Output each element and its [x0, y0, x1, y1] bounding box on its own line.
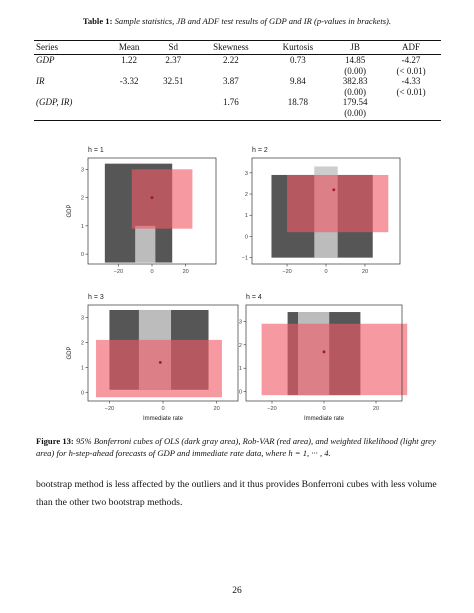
- kurtosis-cell: 18.78: [287, 97, 308, 107]
- mean-cell: -3.32: [119, 76, 139, 86]
- sd-cell: 32.51: [163, 76, 184, 86]
- table-row: IR -3.32 32.51 3.87 9.84 382.83 -4.33: [34, 76, 441, 87]
- y-tick-label: 0: [81, 252, 84, 258]
- chart-panel: h = 1 −20 0 20 0 1 2 3 GDP: [67, 147, 217, 275]
- page-number: 26: [232, 586, 242, 596]
- figure-caption-label: Figure 13:: [36, 436, 74, 446]
- series-cell: IR: [36, 76, 45, 86]
- y-tick-label: 2: [81, 196, 84, 202]
- y-tick-label: 0: [239, 390, 242, 396]
- table-caption-text: Sample statistics, JB and ADF test resul…: [114, 16, 392, 26]
- x-tick-label: 20: [183, 269, 189, 275]
- y-tick-label: 1: [239, 366, 242, 372]
- forecast-point: [158, 360, 162, 364]
- chart-panel: h = 4 −20 0 20 0 1 2 3 Immediate rate: [239, 294, 408, 422]
- x-tick-label: −20: [105, 406, 115, 412]
- x-axis-label: Immediate rate: [304, 416, 345, 422]
- x-axis-label: Immediate rate: [143, 416, 184, 422]
- kurtosis-cell: 0.73: [289, 55, 306, 65]
- y-tick-label: 3: [245, 171, 248, 177]
- statistics-table: Series Mean Sd Skewness Kurtosis JB ADF …: [34, 40, 441, 121]
- robvar-box: [96, 339, 222, 398]
- column-header: Sd: [151, 40, 196, 55]
- column-header: Series: [34, 40, 107, 55]
- weighted-likelihood-box: [135, 225, 156, 263]
- table-row-pvalues: (0.00): [34, 107, 441, 121]
- sd-cell: 2.37: [165, 55, 182, 65]
- column-header: Skewness: [195, 40, 267, 55]
- table-header-row: Series Mean Sd Skewness Kurtosis JB ADF: [34, 40, 441, 55]
- column-header: ADF: [381, 40, 441, 55]
- adf-pvalue-cell: (< 0.01): [396, 65, 426, 76]
- panel-title: h = 2: [252, 147, 268, 154]
- y-tick-label: 1: [245, 213, 248, 219]
- y-tick-label: 2: [239, 343, 242, 349]
- jb-cell: 14.85: [344, 55, 366, 65]
- body-paragraph: bootstrap method is less affected by the…: [36, 479, 437, 508]
- figure-caption-text: 95% Bonferroni cubes of OLS (dark gray a…: [36, 436, 436, 458]
- jb-pvalue-cell: (0.00): [344, 86, 366, 97]
- skewness-cell: 2.22: [223, 55, 239, 65]
- table-row-pvalues: (0.00) (< 0.01): [34, 66, 441, 77]
- robvar-box: [287, 174, 389, 233]
- forecast-point: [322, 350, 326, 354]
- y-tick-label: 1: [81, 365, 84, 371]
- table-row: (GDP, IR) 1.76 18.78 179.54: [34, 97, 441, 108]
- y-tick-label: 2: [245, 192, 248, 198]
- panel-title: h = 4: [246, 294, 262, 301]
- jb-cell: 382.83: [342, 76, 368, 86]
- column-header: Kurtosis: [266, 40, 330, 55]
- panel-title: h = 3: [88, 294, 104, 301]
- y-tick-label: 1: [81, 224, 84, 230]
- y-tick-label: 0: [245, 234, 248, 240]
- y-axis-label: GDP: [67, 346, 73, 359]
- forecast-point: [332, 188, 336, 192]
- x-tick-label: 20: [362, 269, 368, 275]
- x-tick-label: 0: [150, 269, 153, 275]
- kurtosis-cell: 9.84: [289, 76, 306, 86]
- series-cell: GDP: [36, 55, 55, 65]
- adf-pvalue-cell: (< 0.01): [396, 86, 426, 97]
- y-tick-label: 3: [81, 167, 84, 173]
- adf-pvalue-cell: [381, 107, 441, 121]
- y-tick-label: 2: [81, 340, 84, 346]
- figure-caption: Figure 13: 95% Bonferroni cubes of OLS (…: [36, 436, 440, 459]
- y-tick-label: 3: [81, 315, 84, 321]
- robvar-box: [131, 169, 193, 229]
- skewness-cell: 3.87: [223, 76, 239, 86]
- table-row-pvalues: (0.00) (< 0.01): [34, 87, 441, 98]
- robvar-box: [261, 323, 408, 396]
- y-tick-label: 0: [81, 390, 84, 396]
- table-caption: Table 1: Sample statistics, JB and ADF t…: [36, 16, 438, 27]
- x-tick-label: 0: [322, 406, 325, 412]
- jb-pvalue-cell: (0.00): [344, 65, 366, 76]
- column-header: JB: [329, 40, 382, 55]
- y-tick-label: 3: [239, 319, 242, 325]
- panel-title: h = 1: [88, 147, 104, 154]
- x-tick-label: 20: [213, 406, 219, 412]
- x-tick-label: 0: [324, 269, 327, 275]
- forecast-point: [150, 196, 154, 199]
- x-tick-label: −20: [267, 406, 277, 412]
- mean-cell: 1.22: [121, 55, 137, 65]
- table-row: GDP 1.22 2.37 2.22 0.73 14.85 -4.27: [34, 55, 441, 66]
- y-axis-label: GDP: [67, 204, 73, 217]
- x-tick-label: 0: [161, 406, 164, 412]
- skewness-cell: 1.76: [223, 97, 239, 107]
- adf-cell: -4.33: [401, 76, 421, 86]
- x-tick-label: 20: [373, 406, 379, 412]
- jb-cell: 179.54: [342, 97, 368, 107]
- x-tick-label: −20: [114, 269, 124, 275]
- y-tick-label: −1: [242, 256, 248, 262]
- jb-pvalue-cell: (0.00): [329, 107, 382, 121]
- table-caption-label: Table 1:: [82, 16, 113, 26]
- x-tick-label: −20: [282, 269, 292, 275]
- series-cell: (GDP, IR): [36, 97, 73, 107]
- column-header: Mean: [106, 40, 152, 55]
- chart-panel: h = 2 −20 0 20 −1 0 1 2 3: [242, 147, 401, 275]
- adf-cell: -4.27: [401, 55, 421, 65]
